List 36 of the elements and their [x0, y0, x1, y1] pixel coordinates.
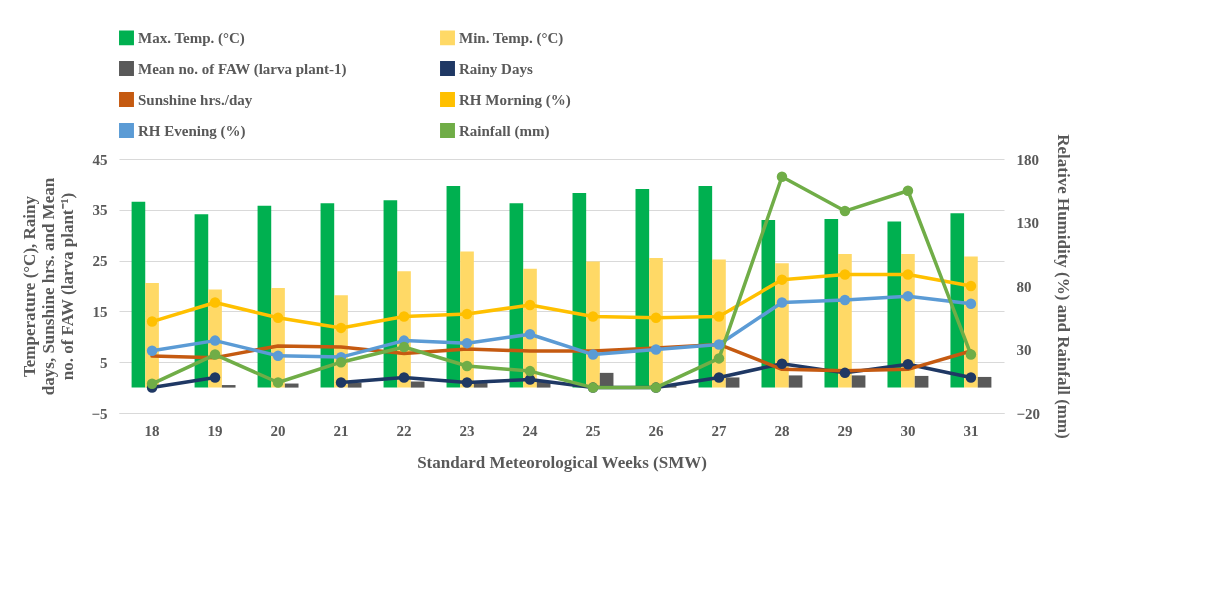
- legend-label: Max. Temp. (°C): [138, 29, 245, 47]
- x-tick-label: 30: [900, 422, 916, 439]
- x-tick-label: 28: [774, 422, 790, 439]
- legend-label: Min. Temp. (°C): [459, 29, 564, 47]
- x-tick-label: 18: [144, 422, 160, 439]
- y2-axis-title: Relative Humidity (%) and Rainfall (mm): [1054, 134, 1074, 439]
- x-tick-label: 27: [711, 422, 727, 439]
- y-tick-label: 15: [92, 303, 108, 320]
- legend-label: RH Evening (%): [138, 122, 246, 140]
- y-tick-label: 25: [92, 253, 108, 270]
- x-tick-label: 29: [837, 422, 853, 439]
- y-tick-label: 5: [100, 354, 108, 371]
- y2-tick-label: 130: [1016, 215, 1039, 231]
- y-tick-label: 45: [92, 151, 108, 168]
- x-tick-label: 31: [963, 422, 979, 439]
- x-tick-label: 26: [648, 422, 664, 439]
- legend-label: Rainfall (mm): [459, 122, 550, 140]
- y2-tick-label: 180: [1016, 151, 1039, 168]
- x-tick-label: 23: [459, 422, 475, 439]
- y2-tick-label: 30: [1016, 342, 1032, 358]
- x-tick-label: 24: [522, 422, 539, 439]
- x-tick-label: 22: [396, 422, 412, 439]
- x-tick-label: 25: [585, 422, 601, 439]
- legend-label: Sunshine hrs./day: [138, 91, 253, 108]
- y-tick-label: 35: [92, 202, 108, 219]
- x-axis-title: Standard Meteorological Weeks (SMW): [417, 452, 707, 472]
- y2-tick-label: 80: [1016, 278, 1032, 295]
- x-tick-label: 21: [333, 422, 349, 439]
- y-axis-title: Temperature (°C), Rainy days, Sunshine hrs. and Mean no. of FAW (larva plant⁻¹): [20, 177, 78, 396]
- x-tick-label: 20: [270, 422, 286, 439]
- y-tick-label: −5: [91, 405, 108, 422]
- x-tick-label: 19: [207, 422, 223, 439]
- legend-label: Mean no. of FAW (larva plant-1): [138, 60, 347, 78]
- legend-label: Rainy Days: [459, 60, 533, 77]
- legend-label: RH Morning (%): [459, 91, 571, 109]
- y2-tick-label: −20: [1016, 405, 1041, 422]
